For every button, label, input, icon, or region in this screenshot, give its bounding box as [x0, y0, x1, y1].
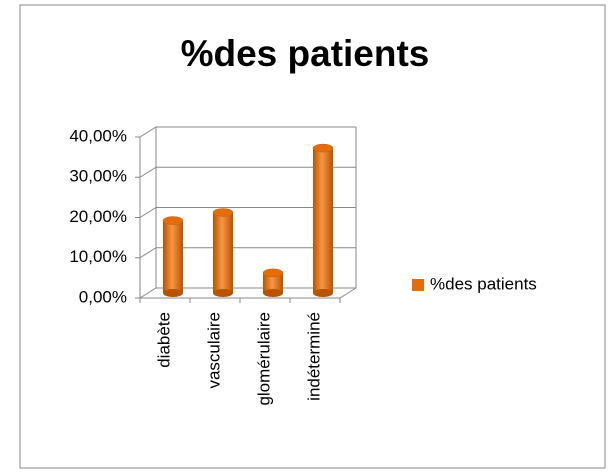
grid-line [139, 287, 356, 299]
y-tick-label: 20,00% [69, 207, 127, 226]
grid-line [139, 126, 356, 138]
bar [212, 208, 234, 297]
bar-bottom [163, 289, 183, 297]
grid-line [139, 247, 356, 259]
x-tick-label: glomérulaire [254, 312, 273, 406]
bar [162, 216, 184, 297]
bar-bottom [263, 289, 283, 297]
chart-title: %des patients [181, 33, 430, 74]
bar-top [212, 208, 234, 217]
bar-body [263, 272, 283, 293]
bar-body [163, 220, 183, 293]
x-tick-label: indéterminé [304, 312, 323, 401]
bar-bottom [213, 289, 233, 297]
y-tick-label: 30,00% [69, 167, 127, 186]
legend-label: %des patients [430, 274, 537, 293]
bar-top [312, 143, 334, 153]
bar-top [162, 216, 184, 225]
grid-line [139, 207, 356, 218]
bar-top [262, 268, 284, 278]
legend-swatch [412, 279, 424, 291]
bar [262, 268, 284, 297]
y-tick-label: 10,00% [69, 247, 127, 266]
x-tick-label: diabète [154, 312, 173, 368]
bar [312, 143, 334, 297]
grid-line [139, 166, 356, 178]
bar-bottom [313, 289, 333, 297]
chart-frame [19, 4, 606, 469]
bar-body [213, 212, 233, 293]
x-tick-label: vasculaire [204, 312, 223, 389]
y-tick-label: 40,00% [69, 126, 127, 145]
bar-body [313, 148, 333, 293]
y-tick-label: 0,00% [79, 287, 127, 306]
